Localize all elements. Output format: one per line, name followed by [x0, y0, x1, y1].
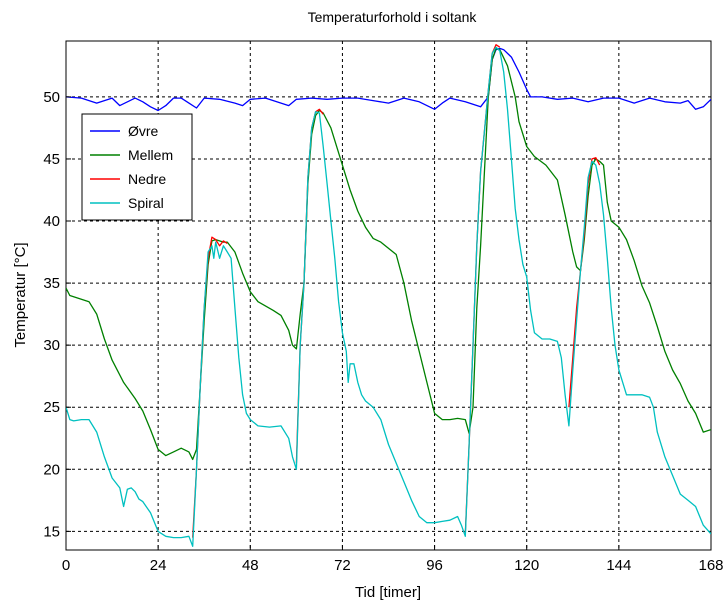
x-tick-label: 48 [242, 557, 259, 574]
y-axis-label: Temperatur [°C] [12, 242, 29, 347]
series-layer [66, 44, 711, 547]
series-line-0 [66, 47, 711, 112]
x-axis-label: Tid [timer] [355, 584, 421, 601]
legend-label: Øvre [128, 123, 159, 139]
axis-ticks: 0 24 48 72 96 120 144 168 15 20 25 30 35 40 45 50 [43, 89, 723, 574]
series-line-3 [66, 46, 711, 547]
x-tick-label: 96 [426, 557, 443, 574]
x-tick-label: 144 [606, 557, 631, 574]
y-tick-label: 40 [43, 213, 60, 230]
y-tick-label: 30 [43, 337, 60, 354]
y-tick-label: 15 [43, 523, 60, 540]
y-tick-label: 35 [43, 275, 60, 292]
chart-title: Temperaturforhold i soltank [308, 9, 478, 25]
y-tick-label: 25 [43, 399, 60, 416]
y-tick-label: 50 [43, 89, 60, 106]
legend-label: Nedre [128, 171, 166, 187]
x-tick-label: 168 [698, 557, 723, 574]
x-tick-label: 0 [62, 557, 70, 574]
legend: Øvre Mellem Nedre Spiral [81, 113, 193, 221]
legend-label: Mellem [128, 147, 173, 163]
x-tick-label: 120 [514, 557, 539, 574]
y-tick-label: 20 [43, 461, 60, 478]
x-tick-label: 24 [150, 557, 167, 574]
y-tick-label: 45 [43, 151, 60, 168]
legend-label: Spiral [128, 195, 164, 211]
series-line-1 [66, 47, 711, 461]
x-tick-label: 72 [334, 557, 351, 574]
